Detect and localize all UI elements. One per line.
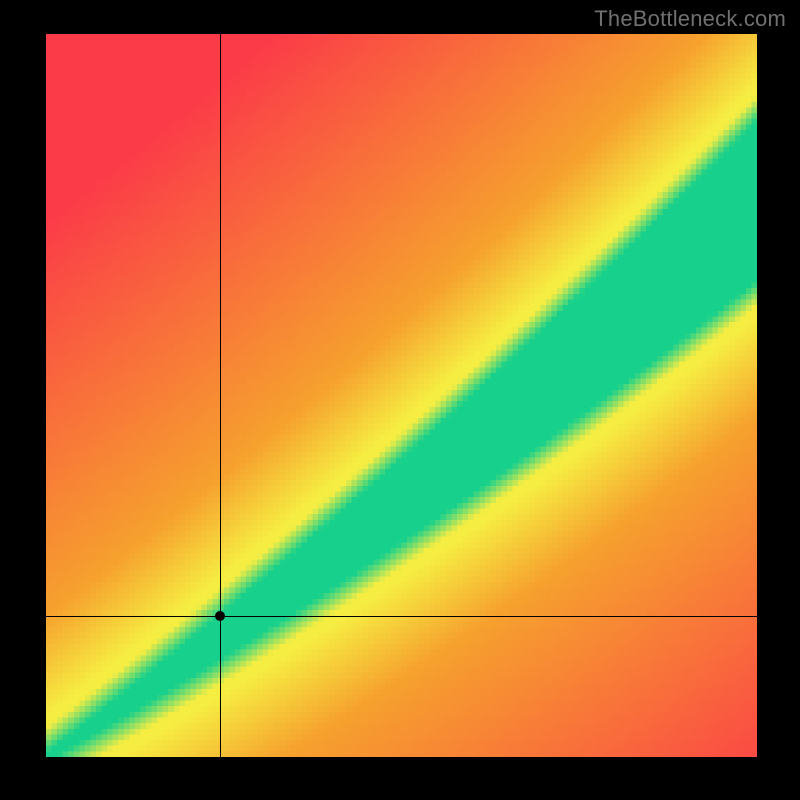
crosshair-vertical — [220, 34, 221, 757]
heatmap-plot — [46, 34, 757, 757]
crosshair-horizontal — [46, 616, 757, 617]
data-point-marker — [215, 611, 225, 621]
watermark-text: TheBottleneck.com — [594, 6, 786, 32]
heatmap-canvas — [46, 34, 757, 757]
